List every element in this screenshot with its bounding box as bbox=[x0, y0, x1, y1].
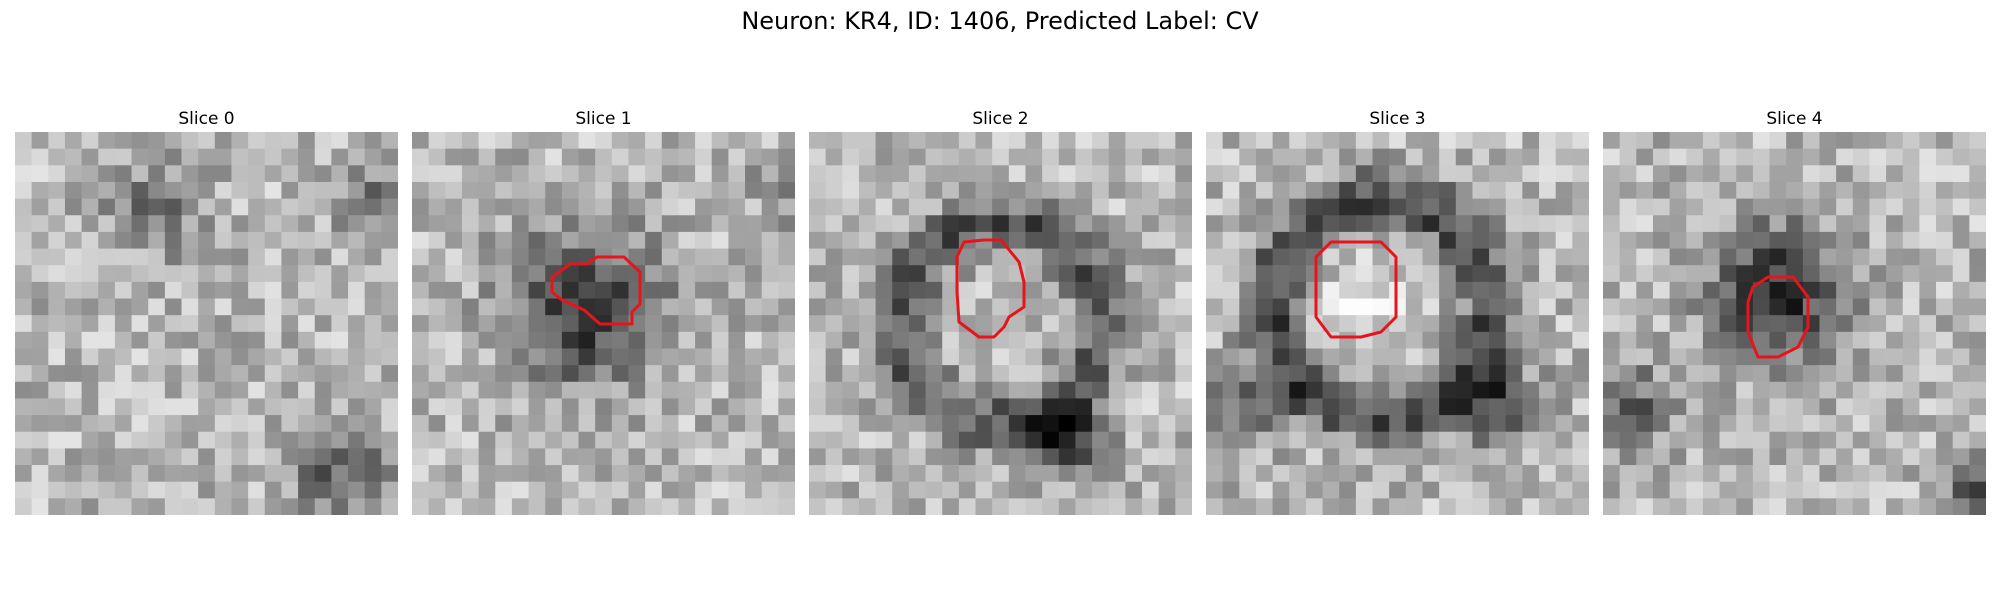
slice-image bbox=[1603, 132, 1986, 515]
roi-contour bbox=[955, 238, 1026, 339]
slice-panel-4: Slice 4 bbox=[1603, 108, 1986, 515]
slice-panel-2: Slice 2 bbox=[809, 108, 1192, 515]
figure-title: Neuron: KR4, ID: 1406, Predicted Label: … bbox=[741, 7, 1259, 35]
slice-title: Slice 3 bbox=[1369, 109, 1426, 129]
slice-panel-1: Slice 1 bbox=[412, 108, 795, 515]
slice-image bbox=[1206, 132, 1589, 515]
slice-panel-0: Slice 0 bbox=[15, 108, 398, 515]
slice-panel-3: Slice 3 bbox=[1206, 108, 1589, 515]
slice-image bbox=[15, 132, 398, 515]
roi-contour bbox=[1746, 275, 1810, 359]
slice-title: Slice 1 bbox=[575, 109, 632, 129]
roi-contour bbox=[1314, 240, 1398, 339]
slice-title: Slice 2 bbox=[972, 109, 1029, 129]
slice-title: Slice 0 bbox=[178, 109, 235, 129]
slice-title: Slice 4 bbox=[1766, 109, 1823, 129]
slice-image bbox=[412, 132, 795, 515]
slice-image bbox=[809, 132, 1192, 515]
roi-contour bbox=[550, 255, 642, 326]
